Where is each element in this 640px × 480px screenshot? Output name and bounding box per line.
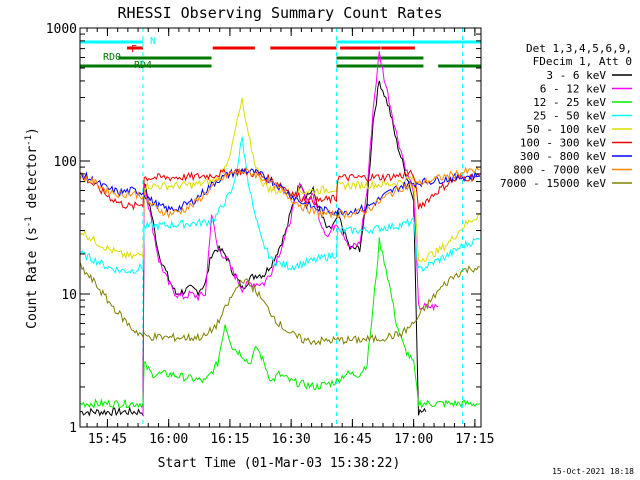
x-tick-label: 15:45 [88, 432, 127, 447]
legend-header-line-2: FDecim 1, Att 0 [533, 55, 632, 68]
x-tick-label: 16:15 [210, 432, 249, 447]
legend-entry-label: 800 - 7000 keV [513, 164, 606, 177]
series-line [142, 51, 439, 416]
chart-title: RHESSI Observing Summary Count Rates [117, 4, 442, 22]
y-axis-label-mid: detector [25, 146, 40, 217]
legend: Det 1,3,4,5,6,9, FDecim 1, Att 0 3 - 6 k… [500, 42, 632, 190]
legend-entry-label: 100 - 300 keV [520, 137, 606, 150]
legend-entry-label: 12 - 25 keV [533, 96, 606, 109]
plot-frame [79, 27, 482, 428]
legend-header-line-1: Det 1,3,4,5,6,9, [526, 42, 632, 55]
legend-entry-label: 25 - 50 keV [533, 110, 606, 123]
y-axis-label-main: Count Rate (s [25, 227, 40, 329]
series-line [80, 262, 480, 346]
y-tick-label: 10 [61, 288, 77, 303]
y-tick-label: 1 [69, 421, 77, 436]
y-axis-label: Count Rate (s-1 detector-1) [24, 127, 40, 329]
x-tick-label: 17:15 [455, 432, 494, 447]
y-axis-label-sup1: -1 [24, 216, 34, 227]
series-lines [80, 51, 481, 417]
x-axis: 15:45 16:00 16:15 16:30 16:45 17:00 17:15 [86, 28, 494, 447]
flag-bar-label: F [131, 44, 137, 55]
legend-entry-label: 50 - 100 keV [527, 123, 607, 136]
footer-timestamp: 15-Oct-2021 18:18 [552, 467, 634, 476]
flag-bar-label: RD4 [134, 60, 152, 71]
flag-bars: N F RD0 RD4 [80, 36, 481, 71]
plot-area: N F RD0 RD4 [79, 27, 482, 428]
series-line [80, 136, 480, 274]
legend-entry-label: 300 - 800 keV [520, 150, 606, 163]
series-line [80, 80, 427, 417]
y-tick-label: 1000 [46, 22, 77, 37]
legend-entry-label: 3 - 6 keV [546, 69, 606, 82]
y-axis: 1 10 100 1000 [46, 22, 481, 436]
series-line [80, 167, 481, 211]
legend-entry-label: 7000 - 15000 keV [500, 177, 606, 190]
legend-entry-label: 6 - 12 keV [540, 83, 607, 96]
flag-bar-label: RD0 [103, 52, 121, 63]
x-tick-label: 17:00 [394, 432, 433, 447]
series-line [80, 237, 481, 409]
x-tick-label: 16:00 [149, 432, 188, 447]
series-line [80, 98, 481, 263]
flag-bar-label: N [150, 36, 156, 47]
y-tick-label: 100 [54, 155, 77, 170]
x-axis-label: Start Time (01-Mar-03 15:38:22) [158, 456, 401, 471]
dashed-lines [142, 28, 464, 427]
y-axis-label-end: ) [25, 127, 40, 135]
x-tick-label: 16:45 [333, 432, 372, 447]
x-tick-label: 16:30 [272, 432, 311, 447]
series-line [80, 165, 480, 220]
y-axis-label-sup2: -1 [24, 135, 34, 146]
